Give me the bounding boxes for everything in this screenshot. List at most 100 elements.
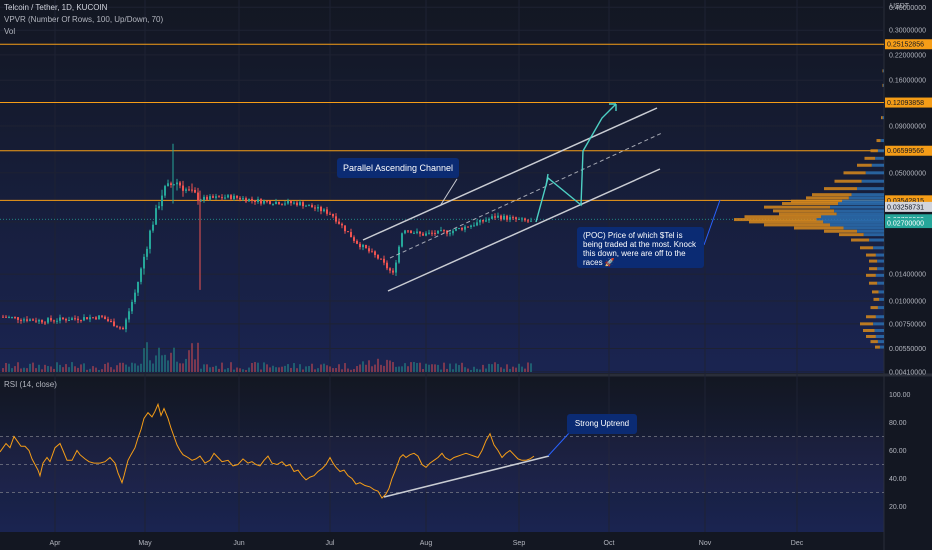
- candle-body: [98, 315, 100, 320]
- volume-bar: [503, 368, 505, 372]
- volume-profile-bar-down: [860, 322, 874, 326]
- x-tick-label: Jun: [233, 540, 244, 547]
- volume-bar: [521, 366, 523, 372]
- volume-bar: [170, 352, 172, 372]
- volume-bar: [68, 367, 70, 372]
- candle-body: [383, 258, 385, 263]
- volume-bar: [266, 364, 268, 372]
- x-tick-label: Nov: [699, 540, 712, 547]
- volume-bar: [290, 367, 292, 372]
- candle-body: [185, 189, 187, 191]
- volume-bar: [314, 369, 316, 372]
- candle-body: [278, 201, 280, 205]
- volume-bar: [104, 363, 106, 372]
- candle-body: [269, 201, 271, 205]
- candle-body: [80, 320, 82, 322]
- volume-bar: [341, 369, 343, 372]
- volume-bar: [497, 363, 499, 372]
- candle-body: [248, 198, 250, 202]
- volume-bar: [476, 368, 478, 372]
- price-tick-label: 0.16000000: [889, 78, 926, 85]
- volume-bar: [89, 368, 91, 372]
- volume-bar: [338, 364, 340, 372]
- candle-body: [404, 230, 406, 234]
- volume-bar: [365, 364, 367, 372]
- candle-body: [221, 197, 223, 199]
- volume-bar: [473, 366, 475, 372]
- volume-bar: [434, 364, 436, 372]
- symbol-title: Telcoin / Tether, 1D, KUCOIN: [4, 3, 108, 12]
- candle-body: [401, 233, 403, 247]
- candle-body: [212, 196, 214, 198]
- level-price-tag: [885, 145, 932, 156]
- volume-profile-bar-up: [880, 139, 884, 143]
- volume-bar: [392, 362, 394, 372]
- candle-body: [470, 225, 472, 227]
- candle-body: [86, 317, 88, 320]
- volume-bar: [428, 364, 430, 372]
- volume-bar: [512, 366, 514, 372]
- volume-bar: [161, 355, 163, 372]
- candle-body: [227, 195, 229, 198]
- volume-profile-bar-down: [824, 187, 857, 191]
- volume-bar: [194, 359, 196, 372]
- candle-body: [197, 192, 199, 201]
- rsi-line: [0, 402, 535, 499]
- poc-callout-pointer: [703, 199, 721, 246]
- volume-bar: [182, 363, 184, 372]
- candle-body: [485, 220, 487, 222]
- x-tick-label: Oct: [604, 540, 615, 547]
- volume-bar: [464, 367, 466, 372]
- volume-profile-bar-down: [870, 306, 878, 310]
- volume-bar: [413, 361, 415, 372]
- volume-profile-bar-up: [877, 267, 884, 271]
- candle-body: [293, 202, 295, 204]
- volume-bar: [257, 362, 259, 372]
- volume-profile-bar-up: [823, 220, 884, 224]
- volume-bar: [317, 368, 319, 372]
- volume-profile-bar-up: [871, 163, 884, 167]
- volume-bar: [446, 368, 448, 372]
- volume-bar: [407, 366, 409, 372]
- volume-bar: [422, 369, 424, 372]
- volume-bar: [500, 367, 502, 372]
- volume-bar: [38, 364, 40, 372]
- volume-bar: [122, 362, 124, 372]
- volume-profile-bar-down: [866, 315, 876, 319]
- volume-bar: [335, 368, 337, 372]
- volume-profile-bar-down: [857, 163, 872, 167]
- candle-body: [59, 317, 61, 321]
- volume-bar: [83, 363, 85, 372]
- volume-profile-bar-up: [875, 273, 884, 277]
- candle-body: [146, 248, 148, 257]
- volume-bar: [116, 365, 118, 372]
- volume-bar: [176, 361, 178, 372]
- volume-bar: [251, 363, 253, 372]
- candle-body: [446, 230, 448, 234]
- volume-bar: [440, 369, 442, 372]
- candle-body: [2, 316, 4, 318]
- volume-bar: [452, 369, 454, 372]
- volume-profile-bar-up: [877, 306, 884, 310]
- volume-bar: [398, 366, 400, 372]
- volume-bar: [485, 368, 487, 372]
- volume-profile-bar-up: [861, 179, 884, 183]
- candle-body: [371, 251, 373, 253]
- channel-midline: [389, 132, 663, 259]
- level-price-tag: [885, 97, 932, 108]
- volume-bar: [329, 366, 331, 372]
- volume-bar: [23, 367, 25, 372]
- volume-bar: [404, 363, 406, 372]
- volume-profile-bar-down: [851, 238, 870, 242]
- candle-body: [191, 189, 193, 191]
- volume-bar: [173, 347, 175, 372]
- rsi-pane: [0, 378, 884, 532]
- candle-body: [245, 198, 247, 202]
- volume-profile-bar-down: [882, 83, 884, 87]
- volume-profile-bar-up: [883, 69, 884, 73]
- volume-bar: [158, 347, 160, 372]
- volume-bar: [197, 342, 199, 372]
- volume-bar: [137, 365, 139, 372]
- volume-profile-bar-down: [812, 193, 852, 197]
